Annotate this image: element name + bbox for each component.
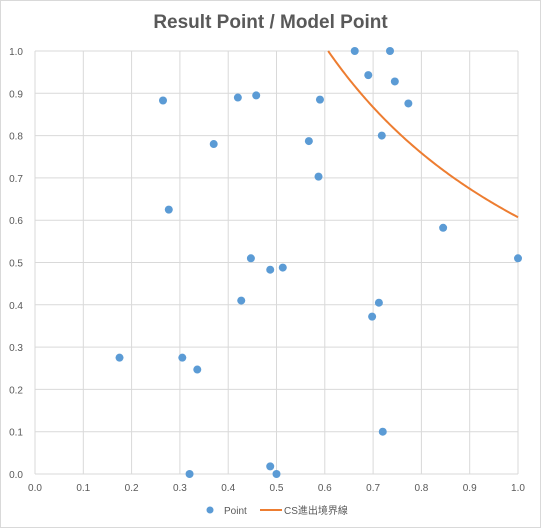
y-tick-label: 0.4 [9,301,23,312]
data-point [266,265,275,274]
data-point [252,91,261,100]
data-point [377,131,386,140]
x-tick-label: 0.5 [270,483,284,494]
data-point [386,47,394,55]
legend: Point CS進出境界線 [206,504,348,517]
point-layer [115,47,522,478]
data-point [178,353,187,362]
data-point [115,353,124,362]
data-point [246,254,255,263]
y-tick-label: 0.2 [9,385,23,396]
y-tick-label: 1.0 [9,47,23,58]
data-point [164,205,173,214]
data-point [237,296,246,305]
y-tick-label: 0.1 [9,428,23,439]
y-tick-label: 0.6 [9,216,23,227]
data-point [390,77,399,86]
x-tick-label: 0.7 [366,483,380,494]
data-point [314,172,323,181]
grid-lines [34,50,519,475]
y-tick-label: 0.9 [9,89,23,100]
x-tick-label: 0.8 [414,483,428,494]
legend-point-label: Point [224,506,247,517]
data-point [266,462,275,471]
data-point [374,298,383,307]
x-tick-label: 0.6 [318,483,332,494]
data-point [159,96,167,105]
data-point [193,365,202,374]
data-point [368,312,377,321]
data-point [378,427,387,436]
data-point [514,254,522,263]
data-point [364,71,373,80]
x-tick-label: 0.3 [173,483,187,494]
data-point [315,95,324,104]
axes: 0.0 0.1 0.2 0.3 0.4 0.5 0.6 0.7 0.8 0.9 1.0 0.0 0.1 0… [9,47,525,494]
data-point [185,470,194,478]
boundary-curve-layer [327,50,519,219]
y-tick-label: 0.0 [9,470,23,481]
x-tick-label: 1.0 [511,483,525,494]
x-tick-label: 0.9 [463,483,477,494]
data-point [233,93,242,102]
legend-boundary-label: CS進出境界線 [284,504,348,517]
x-tick-label: 0.4 [221,483,235,494]
y-tick-label: 0.5 [9,259,23,270]
data-point [439,223,448,232]
chart-title: Result Point / Model Point [153,12,388,33]
x-tick-label: 0.0 [28,483,42,494]
data-point [272,470,281,478]
y-tick-label: 0.3 [9,343,23,354]
data-point [350,47,359,55]
data-point [404,99,413,108]
y-tick-label: 0.7 [9,174,23,185]
x-tick-label: 0.1 [76,483,90,494]
legend-point-marker [206,506,214,514]
data-point [278,263,287,272]
y-tick-label: 0.8 [9,132,23,143]
data-point [304,137,313,146]
cs-boundary-line [327,50,519,219]
data-point [209,140,218,149]
x-tick-label: 0.2 [125,483,139,494]
